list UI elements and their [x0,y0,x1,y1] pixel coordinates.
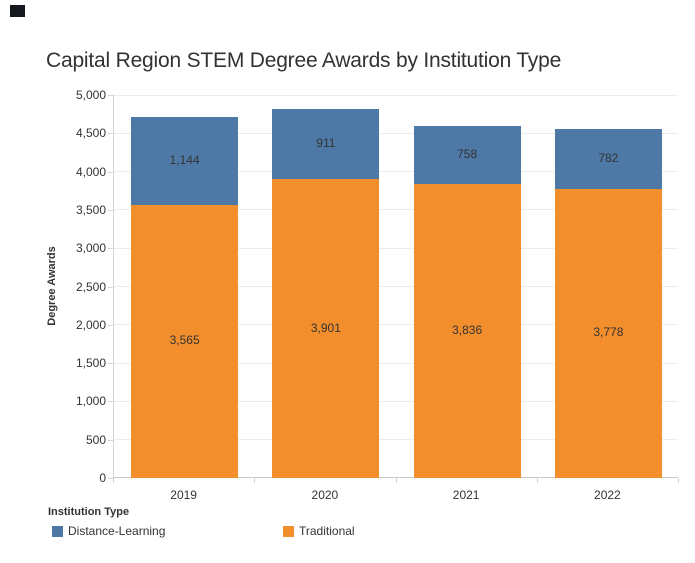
legend: Distance-Learning Traditional [0,524,695,540]
gridline [114,400,678,402]
y-axis-tick-mark [108,363,113,365]
x-axis-tick-mark [254,478,256,483]
bar-segment-distance-learning-2019[interactable] [131,117,239,205]
plot-area: 3,565 1,144 3,901 911 3,836 758 3,778 782 [113,94,678,478]
y-axis-tick-mark [108,248,113,250]
y-axis-tick-mark [108,478,113,479]
legend-swatch-icon [52,525,63,537]
y-axis-tick-mark [108,439,113,441]
y-axis-tick-mark [108,286,113,288]
y-axis-tick-label: 3,500 [75,202,106,217]
x-axis-tick-mark [113,478,114,483]
y-axis-tick-mark [108,401,113,403]
gridline [114,439,678,441]
legend-item-distance-learning[interactable]: Distance-Learning [52,524,165,538]
x-axis-tick-label: 2021 [452,488,480,502]
y-axis-tick-label: 2,500 [75,279,106,294]
gridline [114,324,678,326]
gridline [114,286,678,287]
bar-segment-traditional-2022[interactable] [554,188,662,478]
corner-artifact-mark [10,5,25,17]
x-axis-tick-mark [678,478,679,483]
legend-item-label: Distance-Learning [68,524,166,538]
x-axis-tick-label: 2022 [594,488,621,502]
y-axis-tick-label: 0 [99,471,106,485]
y-axis-tick-label: 1,000 [75,394,106,409]
gridline [114,247,678,249]
y-axis-tick-label: 4,500 [75,126,106,141]
x-axis-tick-mark [395,478,397,483]
legend-title: Institution Type [48,506,130,518]
bar-segment-distance-learning-2022[interactable] [554,128,662,189]
legend-item-traditional[interactable]: Traditional [283,524,355,538]
chart-title: Capital Region STEM Degree Awards by Ins… [46,49,562,72]
y-axis-tick-mark [108,133,113,135]
legend-item-label: Traditional [299,524,355,538]
y-axis-tick-mark [108,171,113,173]
y-axis-tick-label: 3,000 [75,241,106,256]
y-axis-tick-mark [108,95,113,96]
bar-segment-distance-learning-2020[interactable] [272,109,380,180]
x-axis-tick-label: 2020 [311,488,339,502]
y-axis-tick-label: 5,000 [75,88,106,102]
y-axis-tick-label: 500 [85,432,106,447]
y-axis-tick-label: 1,500 [75,356,106,371]
y-axis-tick-label: 2,000 [75,317,106,332]
y-axis-tick-mark [108,209,113,211]
y-axis-tick-mark [108,324,113,326]
bar-segment-traditional-2021[interactable] [413,184,521,478]
gridline [114,209,678,211]
x-axis-tick-mark [536,478,538,483]
gridline [114,132,678,134]
gridline [114,362,678,364]
bar-segment-traditional-2019[interactable] [131,204,239,478]
legend-swatch-icon [283,525,294,537]
gridline [114,94,678,96]
y-axis-tick-label: 4,000 [75,164,106,179]
x-axis-tick-label: 2019 [170,488,197,502]
bar-segment-traditional-2020[interactable] [272,179,380,478]
gridline [114,171,678,173]
bar-segment-distance-learning-2021[interactable] [413,126,521,185]
